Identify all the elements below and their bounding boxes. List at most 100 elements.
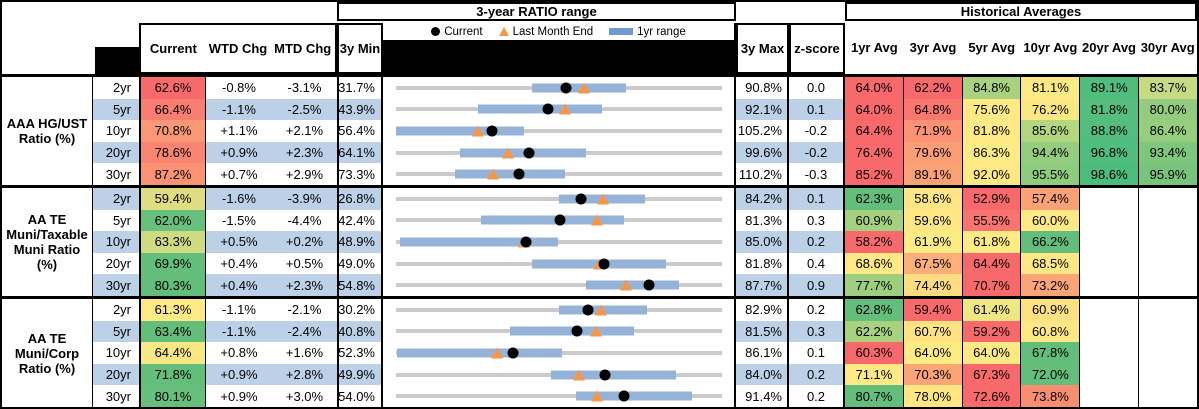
z-score-cell: 0.3	[789, 320, 845, 343]
min-3y-cell: 52.3%	[337, 342, 383, 364]
avg-cell: 96.8%	[1080, 141, 1140, 164]
min-3y-cell: 54.0%	[337, 385, 383, 407]
tenor-cell: 5yr	[112, 212, 131, 228]
max-3y-cell: 86.1%	[736, 342, 789, 364]
avg-cell: 86.4%	[1139, 120, 1197, 142]
avg-30yr-column-header: 30yr Avg	[1140, 40, 1195, 55]
max-3y-cell: 81.8%	[736, 252, 789, 275]
current-dot	[554, 214, 566, 226]
z-score-label: z-score	[794, 41, 840, 56]
table-row: 5yr 66.4% -1.1% -2.5% 43.9% 92.1% 0.1 64.0% 64.8…	[93, 98, 1197, 121]
current-dot	[507, 347, 519, 359]
avg-cell: 84.8%	[962, 77, 1022, 99]
table-row: 30yr 87.2% +0.7% +2.9% 73.3% 110.2% -0.3 85.2% 8…	[93, 163, 1197, 185]
chart-header-black-bar	[383, 40, 734, 74]
last-month-end-marker	[491, 347, 504, 359]
avg-cell: 93.4%	[1139, 141, 1197, 164]
mtd-chg-cell: -3.9%	[272, 188, 337, 210]
wtd-chg-cell: -1.1%	[206, 320, 272, 343]
avg-cell: 76.4%	[845, 141, 904, 164]
avg-cell: 85.6%	[1021, 120, 1081, 142]
table-row: 10yr 63.3% +0.5% +0.2% 48.9% 85.0% 0.2 58.2% 61.…	[93, 231, 1197, 253]
avg-cell: 78.0%	[903, 385, 963, 407]
avg-cell: 70.7%	[962, 274, 1022, 296]
range-track-area	[396, 253, 722, 275]
mtd-chg-cell: +2.8%	[272, 363, 337, 386]
current-value-cell: 64.4%	[139, 342, 206, 364]
range-track-area	[396, 342, 722, 364]
range-chart-cell	[383, 363, 736, 386]
change-columns-header: Current WTD Chg MTD Chg	[139, 23, 337, 74]
current-dot	[571, 325, 583, 337]
range-track-area	[396, 120, 722, 142]
current-dot	[618, 390, 629, 402]
range-track	[396, 239, 722, 244]
column-header-row: Current WTD Chg MTD Chg 3y Min Current L…	[2, 21, 1197, 77]
ratio-group: AA TE Muni/Taxable Muni Ratio (%) 2yr 59.4…	[2, 185, 1197, 296]
mtd-chg-cell: -3.1%	[287, 80, 322, 96]
one-year-range-bar-icon	[609, 28, 634, 35]
avg-cell: 73.2%	[1021, 274, 1081, 296]
last-month-end-marker	[595, 304, 608, 316]
table-row: 10yr 64.4% +0.8% +1.6% 52.3% 86.1% 0.1 60.3% 64.…	[93, 342, 1197, 364]
current-dot	[643, 279, 655, 291]
wtd-chg-cell: +0.4%	[220, 256, 258, 272]
max-3y-cell: 84.2%	[736, 188, 789, 210]
range-track	[396, 307, 722, 312]
z-score-cell: 0.0	[789, 77, 845, 99]
min-3y-cell: 54.8%	[337, 274, 383, 296]
avg-cell: 79.6%	[903, 141, 963, 164]
max-3y-cell: 85.0%	[736, 231, 789, 253]
z-score-cell: -0.3	[789, 163, 845, 185]
avg-cell: 95.5%	[1021, 163, 1081, 185]
last-month-end-marker	[591, 390, 604, 402]
wtd-chg-cell: +0.8%	[220, 345, 258, 361]
avg-cell: 85.2%	[845, 163, 904, 185]
mtd-chg-cell: +0.5%	[285, 256, 324, 272]
z-score-cell: -0.2	[789, 141, 845, 164]
mtd-chg-cell: +1.6%	[285, 345, 324, 361]
max-3y-column-header: 3y Max	[736, 23, 789, 74]
range-chart-cell	[383, 98, 736, 121]
tenor-cell: 30yr	[93, 274, 139, 296]
avg-cell	[1139, 231, 1197, 253]
current-value-cell: 80.3%	[139, 274, 206, 296]
title-spacer-left	[2, 2, 337, 21]
avg-10yr-column-header: 10yr Avg	[1023, 40, 1078, 55]
min-3y-column-header: 3y Min	[337, 23, 383, 74]
last-month-end-marker	[502, 147, 515, 159]
max-3y-cell: 87.7%	[736, 274, 789, 296]
mtd-chg-cell: +2.3%	[272, 274, 337, 296]
avg-cell	[1139, 253, 1197, 275]
max-3y-cell: 81.5%	[736, 320, 789, 343]
min-3y-cell: 26.8%	[337, 188, 383, 210]
tenor-cell: 30yr	[105, 388, 131, 404]
wtd-chg-cell: +0.9%	[206, 363, 272, 386]
mtd-chg-column-header: MTD Chg	[274, 41, 332, 56]
one-year-range-bar	[481, 215, 624, 225]
legend-last-month-end-label: Last Month End	[512, 25, 594, 38]
range-section-title: 3-year RATIO range	[337, 2, 736, 21]
avg-cell: 61.9%	[903, 231, 963, 253]
avg-cell: 64.0%	[845, 98, 904, 121]
last-month-end-marker	[591, 214, 604, 226]
mtd-chg-cell: +2.9%	[285, 166, 324, 182]
table-row: 2yr 59.4% -1.6% -3.9% 26.8% 84.2% 0.1 62.3% 58.6…	[93, 188, 1197, 210]
range-chart-cell	[383, 163, 736, 185]
avg-cell: 58.2%	[845, 231, 904, 253]
legend-item-1yr-range: 1yr range	[609, 26, 686, 38]
table-row: 30yr 80.3% +0.4% +2.3% 54.8% 87.7% 0.9 77.7% 74.…	[93, 274, 1197, 296]
current-value-cell: 62.0%	[139, 209, 206, 232]
avg-cell: 52.9%	[962, 188, 1022, 210]
group-rows: 2yr 61.3% -1.1% -2.1% 30.2% 82.9% 0.2 62.8% 59.4…	[93, 299, 1197, 407]
avg-cell: 64.0%	[845, 77, 904, 99]
min-3y-cell: 73.3%	[337, 163, 383, 185]
avg-1yr-column-header: 1yr Avg	[850, 40, 898, 55]
one-year-range-bar	[550, 370, 677, 380]
last-month-end-marker	[590, 325, 603, 337]
current-dot	[520, 236, 532, 248]
group-label: AAA HG/UST Ratio (%)	[2, 77, 93, 185]
avg-cell: 80.0%	[1139, 98, 1197, 121]
tenor-cell: 10yr	[105, 123, 131, 139]
legend-current-label: Current	[444, 25, 483, 38]
